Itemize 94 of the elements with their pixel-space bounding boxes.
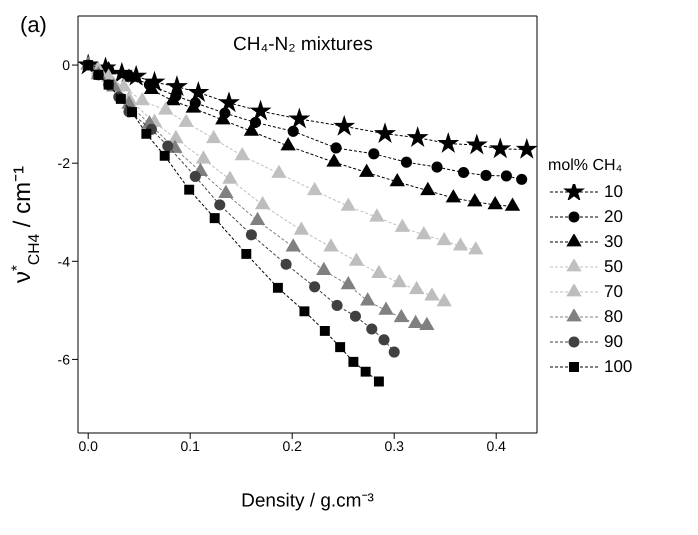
point — [408, 127, 428, 146]
y-tick-label: -2 — [58, 155, 70, 172]
x-tick-label: 0.0 — [78, 438, 98, 454]
point — [214, 199, 226, 210]
legend-label: 70 — [604, 282, 623, 302]
point — [206, 130, 221, 144]
point — [255, 196, 270, 210]
y-tick-label: 0 — [62, 57, 70, 74]
point — [162, 140, 174, 152]
point — [316, 262, 332, 276]
point — [288, 126, 299, 137]
point — [190, 170, 201, 182]
point — [438, 133, 458, 152]
point — [375, 123, 395, 142]
legend-label: 20 — [604, 206, 623, 226]
point — [178, 114, 194, 127]
text: (a) — [20, 12, 47, 38]
point — [334, 116, 354, 135]
point — [280, 138, 296, 150]
x-tick-label: 0.2 — [282, 438, 302, 454]
point — [188, 82, 208, 102]
point — [416, 226, 432, 240]
point — [372, 265, 386, 278]
point — [244, 122, 259, 136]
point — [453, 238, 468, 251]
point — [250, 100, 270, 120]
point — [289, 108, 310, 128]
x-tick-label: 0.1 — [180, 438, 200, 454]
y-tick-label: -4 — [58, 253, 70, 270]
point — [359, 164, 374, 177]
point — [222, 171, 238, 184]
point — [141, 128, 152, 139]
point — [324, 238, 338, 252]
legend-title: mol% CH₄ — [548, 157, 624, 175]
legend-label: 10 — [604, 182, 623, 202]
point — [516, 174, 528, 185]
point — [326, 154, 342, 167]
point — [360, 292, 375, 306]
legend-label: 90 — [604, 332, 623, 352]
point — [424, 288, 440, 301]
legend-label: 100 — [604, 356, 632, 376]
x-axis-title: Density / g.cm⁻³ — [241, 490, 374, 512]
point — [219, 92, 239, 112]
x-tick-label: 0.4 — [486, 438, 506, 454]
legend-label: 50 — [604, 256, 623, 276]
point — [196, 150, 211, 164]
point — [341, 198, 356, 211]
point — [466, 134, 487, 154]
x-tick-label: 0.3 — [384, 438, 404, 454]
point — [250, 116, 262, 128]
point — [467, 194, 482, 206]
point — [167, 76, 187, 96]
point — [341, 276, 356, 290]
point — [368, 148, 380, 160]
point — [436, 294, 452, 306]
point — [500, 170, 512, 182]
point — [392, 274, 407, 288]
point — [116, 94, 126, 104]
legend-label: 80 — [604, 306, 623, 326]
point — [390, 173, 405, 186]
point — [250, 212, 265, 225]
point — [490, 138, 510, 158]
y-tick-label: -6 — [58, 351, 70, 368]
point — [370, 208, 384, 222]
point — [158, 102, 174, 115]
point — [409, 281, 424, 294]
point — [286, 238, 301, 252]
point — [420, 317, 434, 330]
point — [446, 190, 461, 202]
point — [480, 170, 492, 181]
point — [488, 196, 502, 210]
point — [505, 198, 520, 211]
point — [272, 165, 286, 178]
point — [436, 232, 452, 246]
point — [378, 302, 394, 315]
text: CH₄-N₂ mixtures — [233, 34, 373, 56]
point — [408, 315, 423, 328]
point — [307, 182, 322, 196]
point — [458, 166, 470, 178]
legend-label: 30 — [604, 232, 623, 252]
point — [468, 242, 484, 254]
point — [234, 147, 250, 160]
point — [395, 219, 410, 232]
point — [516, 139, 537, 158]
point — [218, 185, 234, 198]
point — [127, 107, 138, 118]
point — [294, 222, 309, 235]
point — [349, 252, 364, 266]
point — [330, 142, 342, 154]
point — [160, 150, 170, 161]
point — [420, 182, 436, 196]
point — [394, 309, 409, 322]
point — [134, 92, 150, 106]
point — [400, 156, 412, 168]
